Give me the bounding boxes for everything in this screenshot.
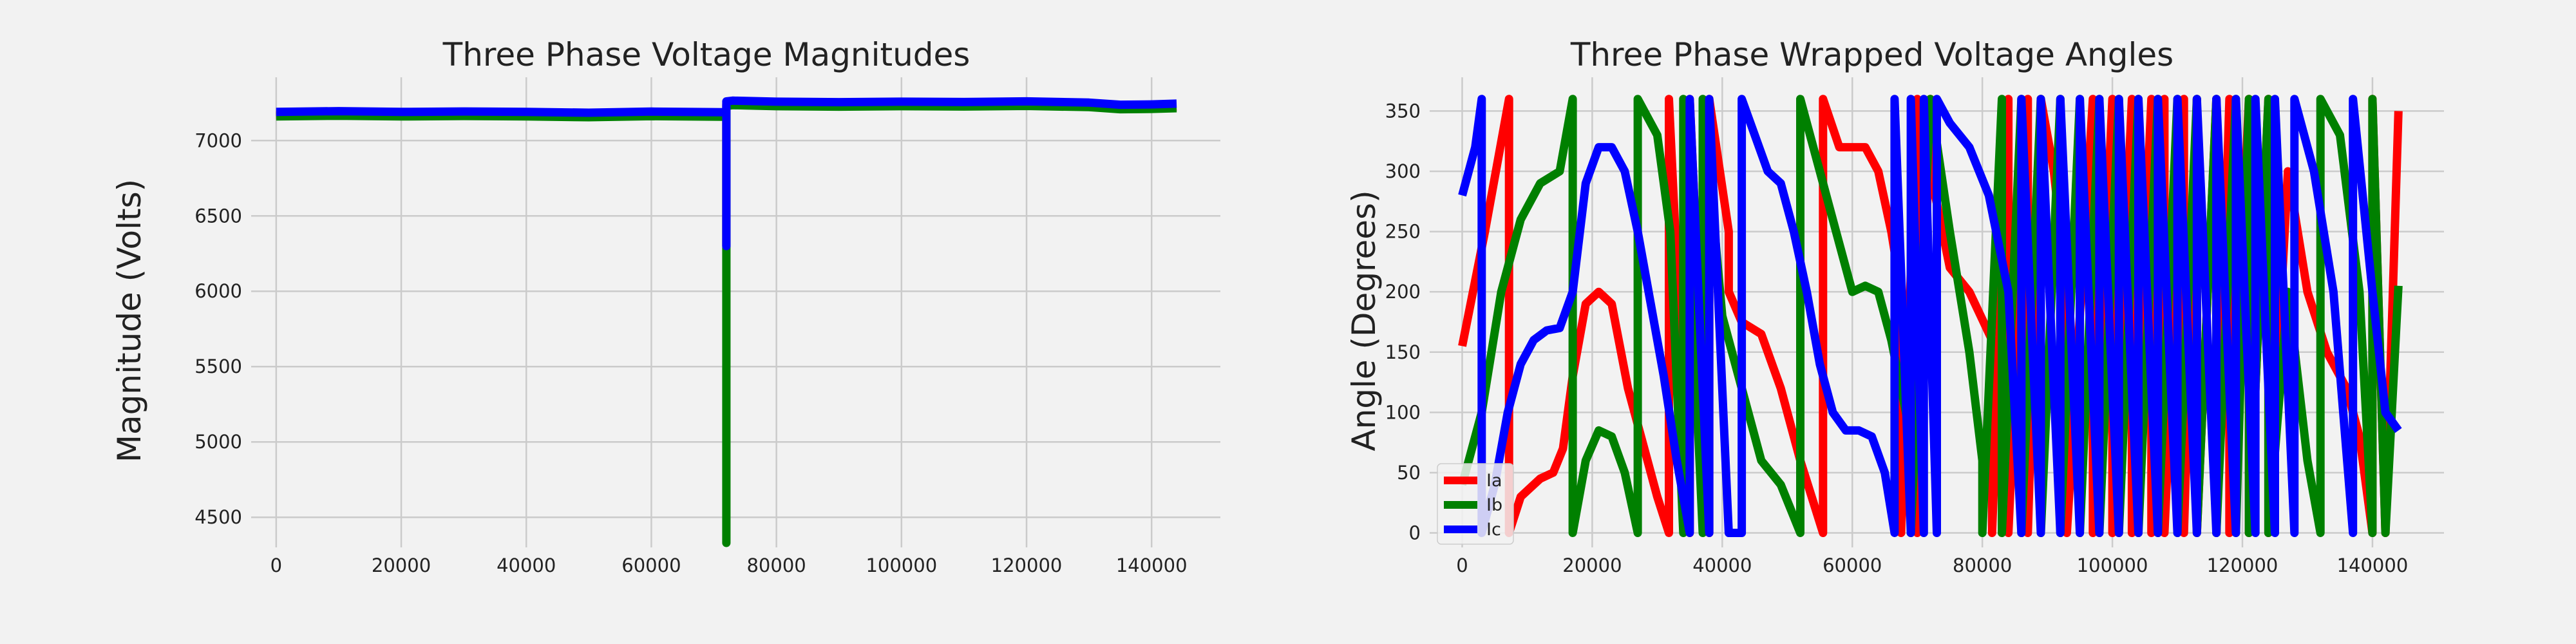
legend-label-ic: Ic [1486, 520, 1501, 540]
magnitude-series-line-2 [276, 96, 1177, 251]
angle-x-tick-label: 40000 [1692, 554, 1752, 576]
angle-y-axis-label: Angle (Degrees) [1345, 190, 1383, 451]
angle-series [1458, 95, 2403, 537]
angle-x-tick-label: 60000 [1823, 554, 1882, 576]
angle-y-tick-label: 250 [1385, 221, 1421, 243]
angle-x-tick-label: 140000 [2337, 554, 2409, 576]
legend-label-ia: Ia [1486, 471, 1502, 491]
magnitude-y-tick-label: 4500 [194, 506, 242, 528]
angle-x-tick-label: 100000 [2077, 554, 2148, 576]
angle-series-line-ib [1458, 95, 2403, 537]
angle-ticks: 0 20000 40000 60000 80000 100000 120000 140000 0… [1385, 100, 2409, 576]
angle-y-tick-label: 0 [1409, 522, 1421, 544]
angle-y-tick-label: 50 [1397, 462, 1421, 484]
magnitude-x-tick-label: 60000 [621, 554, 681, 576]
magnitude-y-tick-label: 6500 [194, 205, 242, 227]
magnitude-chart-title: Three Phase Voltage Magnitudes [442, 36, 971, 73]
magnitude-x-tick-label: 140000 [1116, 554, 1188, 576]
magnitude-x-tick-label: 0 [270, 554, 282, 576]
magnitude-series [276, 96, 1177, 547]
angle-legend: Ia Ib Ic [1437, 463, 1514, 545]
magnitude-x-tick-label: 20000 [372, 554, 431, 576]
magnitude-chart: Three Phase Voltage Magnitudes Magnitude… [111, 36, 1220, 576]
angle-series-line-ic [1458, 95, 2402, 537]
angle-x-tick-label: 120000 [2207, 554, 2278, 576]
magnitude-y-tick-label: 7000 [194, 129, 242, 151]
angle-y-tick-label: 200 [1385, 281, 1421, 303]
magnitude-ticks: 0 20000 40000 60000 80000 100000 120000 140000 4… [194, 129, 1187, 576]
angle-x-tick-label: 20000 [1562, 554, 1622, 576]
angle-y-tick-label: 150 [1385, 341, 1421, 363]
angle-y-tick-label: 350 [1385, 100, 1421, 122]
magnitude-x-tick-label: 120000 [991, 554, 1063, 576]
magnitude-x-tick-label: 80000 [746, 554, 806, 576]
magnitude-y-tick-label: 6000 [194, 280, 242, 302]
angle-x-tick-label: 0 [1456, 554, 1468, 576]
angle-chart-title: Three Phase Wrapped Voltage Angles [1570, 36, 2174, 73]
magnitude-y-tick-label: 5000 [194, 431, 242, 453]
magnitude-grid [251, 77, 1220, 547]
angle-y-tick-label: 100 [1385, 401, 1421, 423]
angle-y-tick-label: 300 [1385, 160, 1421, 182]
magnitude-y-axis-label: Magnitude (Volts) [111, 179, 148, 462]
magnitude-x-tick-label: 40000 [497, 554, 556, 576]
legend-label-ib: Ib [1486, 495, 1502, 515]
angle-chart: Three Phase Wrapped Voltage Angles Angle… [1345, 36, 2444, 576]
magnitude-y-tick-label: 5500 [194, 355, 242, 377]
magnitude-x-tick-label: 100000 [866, 554, 937, 576]
angle-x-tick-label: 80000 [1953, 554, 2012, 576]
